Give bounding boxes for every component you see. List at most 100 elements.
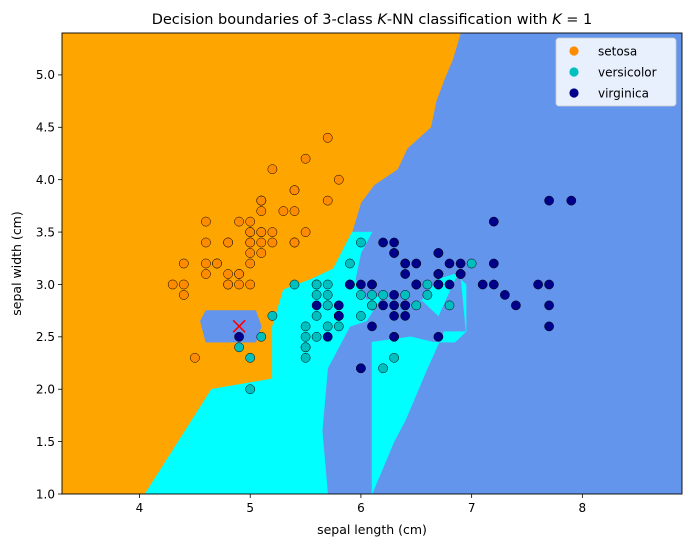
point-setosa [256, 195, 267, 206]
point-virginica [477, 279, 488, 290]
y-tick-label: 1.0 [36, 487, 55, 501]
y-tick-label: 2.0 [36, 383, 55, 397]
point-virginica [488, 216, 499, 227]
point-versicolor [267, 311, 278, 321]
point-virginica [333, 300, 344, 311]
point-virginica [389, 290, 399, 300]
point-virginica [389, 311, 399, 321]
point-setosa [245, 227, 256, 237]
x-tick-label: 5 [246, 501, 254, 515]
point-virginica [511, 300, 521, 311]
x-axis-ticks: 4 5 6 7 8 [136, 494, 586, 515]
point-setosa [256, 237, 267, 248]
point-virginica [378, 300, 388, 311]
point-versicolor [289, 279, 300, 290]
point-setosa [289, 206, 300, 216]
point-virginica [411, 279, 422, 290]
title-part: -NN classification with [387, 12, 552, 28]
point-virginica [544, 321, 554, 332]
point-setosa [234, 216, 244, 227]
legend-label-setosa: setosa [598, 44, 637, 58]
point-virginica [333, 311, 344, 321]
title-part: Decision boundaries of 3-class [152, 12, 378, 28]
point-virginica [533, 279, 543, 290]
title-part: K [552, 12, 563, 28]
chart-title: Decision boundaries of 3-class K-NN clas… [152, 12, 593, 28]
point-virginica [433, 331, 444, 342]
legend-label-virginica: virginica [598, 86, 649, 100]
point-versicolor [356, 290, 366, 300]
legend: setosa versicolor virginica [555, 37, 677, 107]
point-setosa [190, 352, 200, 363]
point-virginica [411, 258, 422, 269]
point-virginica [433, 269, 444, 279]
point-virginica [444, 279, 455, 290]
point-versicolor [378, 363, 388, 374]
point-virginica [234, 331, 244, 342]
point-versicolor [245, 352, 256, 363]
point-setosa [223, 279, 233, 290]
point-versicolor [322, 290, 333, 300]
point-setosa [300, 227, 311, 237]
point-setosa [245, 237, 256, 248]
point-virginica [500, 290, 510, 300]
point-virginica [455, 258, 466, 269]
point-setosa [178, 258, 189, 269]
legend-swatch-setosa [569, 46, 579, 56]
point-versicolor [422, 279, 433, 290]
y-axis-label: sepal width (cm) [9, 211, 24, 315]
point-versicolor [411, 300, 422, 311]
point-versicolor [245, 384, 256, 395]
point-versicolor [256, 331, 267, 342]
point-setosa [322, 195, 333, 206]
x-tick-label: 4 [136, 501, 144, 515]
y-tick-label: 2.5 [36, 330, 55, 344]
point-versicolor [422, 290, 433, 300]
y-tick-label: 3.0 [36, 278, 55, 292]
y-tick-label: 5.0 [36, 68, 55, 82]
point-virginica [400, 300, 411, 311]
point-versicolor [389, 352, 399, 363]
point-virginica [400, 311, 411, 321]
point-versicolor [311, 279, 322, 290]
point-setosa [267, 227, 278, 237]
query-marker-stroke [232, 319, 246, 333]
point-setosa [178, 290, 189, 300]
point-virginica [400, 269, 411, 279]
point-setosa [245, 258, 256, 269]
point-setosa [289, 185, 300, 196]
point-virginica [389, 331, 399, 342]
point-versicolor [356, 237, 366, 248]
point-setosa [201, 269, 211, 279]
point-setosa [234, 279, 244, 290]
point-setosa [201, 258, 211, 269]
title-part: = 1 [562, 12, 593, 28]
point-versicolor [300, 331, 311, 342]
point-versicolor [322, 321, 333, 332]
point-setosa [300, 153, 311, 164]
point-versicolor [466, 258, 477, 269]
plot-frame [61, 32, 683, 495]
point-setosa [278, 206, 289, 216]
point-setosa [201, 216, 211, 227]
point-setosa [322, 132, 333, 143]
point-setosa [333, 174, 344, 185]
point-setosa [245, 279, 256, 290]
point-versicolor [300, 321, 311, 332]
point-setosa [256, 227, 267, 237]
point-versicolor [333, 321, 344, 332]
scatter-points [167, 132, 577, 395]
point-setosa [223, 237, 233, 248]
region-virginica [200, 310, 262, 343]
point-virginica [345, 279, 355, 290]
point-versicolor [367, 300, 377, 311]
point-versicolor [234, 342, 244, 353]
point-versicolor [444, 300, 455, 311]
point-versicolor [300, 352, 311, 363]
point-virginica [433, 279, 444, 290]
point-virginica [311, 300, 322, 311]
point-versicolor [400, 290, 411, 300]
point-virginica [400, 258, 411, 269]
point-virginica [544, 195, 554, 206]
legend-swatch-virginica [569, 88, 579, 98]
